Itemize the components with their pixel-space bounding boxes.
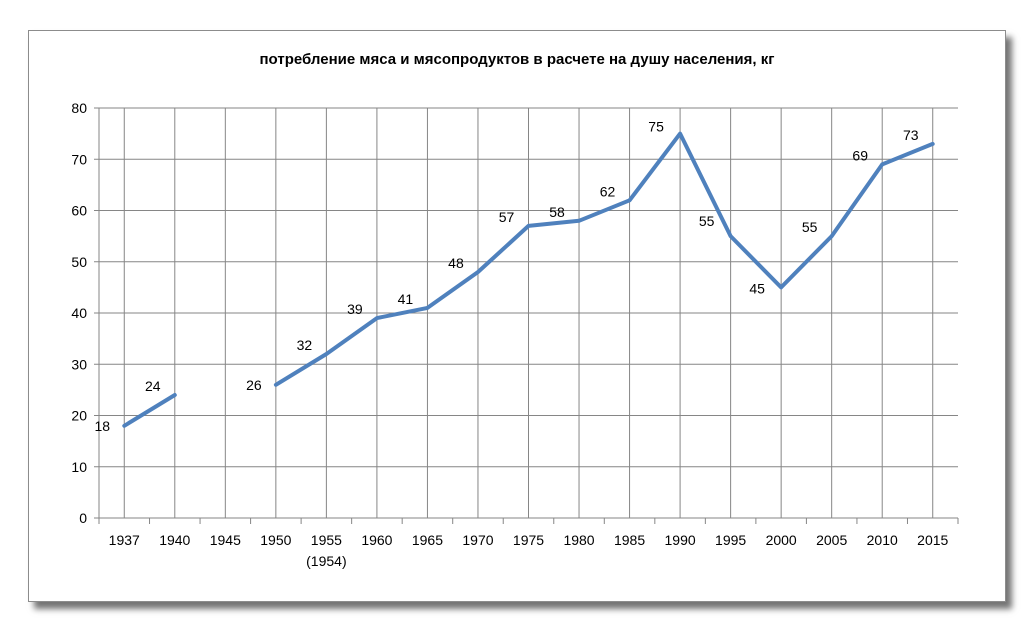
data-label: 55: [802, 219, 818, 235]
data-label: 45: [749, 280, 765, 296]
x-tick-label: 1965: [412, 532, 443, 548]
y-tick-label: 20: [71, 408, 87, 424]
axes: 0 10 20 30 40 50 60 70 80 1937 1940 1945 1950 1955 (19…: [71, 100, 959, 569]
data-label: 55: [699, 213, 715, 229]
x-tick-label: 1940: [159, 532, 190, 548]
x-tick-label: 1980: [563, 532, 594, 548]
x-tick-label: 1955: [311, 532, 342, 548]
x-tick-label: 2015: [917, 532, 948, 548]
y-tick-label: 60: [71, 203, 87, 219]
x-tick-label: 1995: [715, 532, 746, 548]
x-tick-label: 2000: [766, 532, 797, 548]
series-meat-consumption: [122, 131, 935, 428]
x-tick-label: 2010: [867, 532, 898, 548]
grid: [99, 107, 958, 519]
data-label: 58: [549, 204, 565, 220]
x-tick-label: 1990: [665, 532, 696, 548]
chart-title: потребление мяса и мясопродуктов в расче…: [259, 51, 775, 68]
chart-frame: потребление мяса и мясопродуктов в расче…: [28, 30, 1006, 602]
line-chart: 0 10 20 30 40 50 60 70 80 1937 1940 1945 1950 1955 (19…: [71, 100, 959, 569]
data-label: 32: [297, 337, 313, 353]
x-tick-label: 1937: [109, 532, 140, 548]
x-tick-label: 2005: [816, 532, 847, 548]
y-tick-label: 70: [71, 151, 87, 167]
data-label: 75: [648, 119, 664, 135]
x-tick-label: 1985: [614, 532, 645, 548]
y-tick-label: 10: [71, 459, 87, 475]
y-tick-label: 30: [71, 356, 87, 372]
x-tick-label: 1950: [260, 532, 291, 548]
y-tick-label: 40: [71, 305, 87, 321]
data-label: 24: [145, 378, 161, 394]
data-label: 41: [398, 291, 414, 307]
data-label: 62: [600, 183, 616, 199]
data-label: 48: [448, 255, 464, 271]
data-label: 39: [347, 301, 363, 317]
series-line: [122, 131, 935, 428]
data-label: 69: [852, 147, 868, 163]
data-label: 18: [94, 418, 110, 434]
y-tick-label: 80: [71, 100, 87, 116]
x-tick-label: 1970: [462, 532, 493, 548]
x-tick-sublabel: (1954): [306, 553, 346, 569]
x-tick-label: 1975: [513, 532, 544, 548]
data-label: 73: [903, 127, 919, 143]
x-tick-label: 1945: [210, 532, 241, 548]
y-tick-label: 50: [71, 254, 87, 270]
data-labels: 18 24 26 32 39 41 48 57 58 62 75 55 45 55 69 73: [94, 119, 918, 434]
data-label: 57: [499, 209, 515, 225]
data-label: 26: [246, 377, 262, 393]
x-tick-label: 1960: [361, 532, 392, 548]
y-tick-label: 0: [79, 510, 87, 526]
